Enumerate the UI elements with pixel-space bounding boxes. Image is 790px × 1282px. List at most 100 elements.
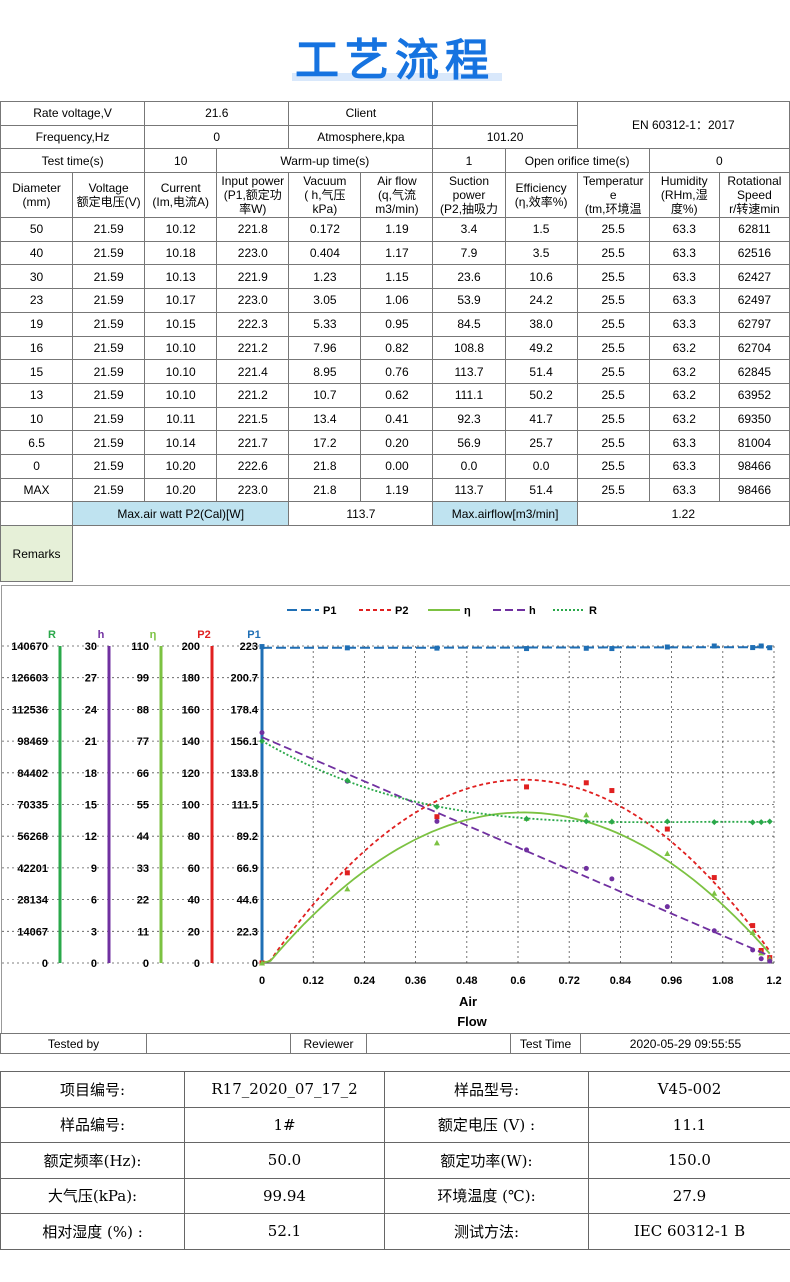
table-cell: 21.59 <box>72 311 146 337</box>
y-tick-label: 44 <box>137 831 150 843</box>
frequency-value: 0 <box>144 124 290 150</box>
y-tick-label: 6 <box>91 895 97 907</box>
summary-spacer <box>0 501 74 526</box>
table-cell: 1.23 <box>288 264 362 290</box>
table-cell: 21.59 <box>72 406 146 432</box>
y-tick-label: 44.6 <box>237 895 258 907</box>
data-point <box>711 875 717 881</box>
y-tick-label: 77 <box>137 736 149 748</box>
data-point <box>523 815 530 822</box>
data-point <box>524 646 530 652</box>
table-cell: 63.3 <box>648 264 720 290</box>
y-tick-label: 14067 <box>17 926 48 938</box>
table-cell: 25.7 <box>504 430 578 455</box>
table-cell: 223.0 <box>216 240 290 266</box>
info-label: 相对湿度 (%) : <box>0 1213 185 1250</box>
table-cell: 6.5 <box>0 430 74 455</box>
data-point <box>711 890 718 896</box>
y-tick-label: 22 <box>137 895 149 907</box>
table-cell: 0.172 <box>288 217 362 242</box>
table-cell: 0.404 <box>288 240 362 266</box>
x-tick-label: 1.08 <box>712 975 733 987</box>
table-cell: 53.9 <box>432 288 506 313</box>
data-point <box>711 928 717 934</box>
test-time-footer-label: Test Time <box>510 1033 581 1054</box>
y-tick-label: 0 <box>194 958 200 970</box>
data-point <box>583 645 589 651</box>
tested-by-value <box>146 1033 291 1054</box>
data-point <box>664 826 670 832</box>
y-tick-label: 89.2 <box>237 831 258 843</box>
data-point <box>259 730 265 736</box>
table-cell: 63.2 <box>648 382 720 408</box>
table-cell: 63.3 <box>648 240 720 266</box>
data-point <box>664 904 670 910</box>
info-value: 11.1 <box>588 1106 790 1143</box>
title-underline <box>292 73 502 81</box>
table-cell: 25.5 <box>576 406 650 432</box>
info-label: 环境温度 (℃): <box>384 1177 589 1214</box>
table-cell: 25.5 <box>576 240 650 266</box>
info-value: 50.0 <box>184 1142 385 1179</box>
table-cell: 21.59 <box>72 359 146 384</box>
table-row: 23 21.59 10.17 223.0 3.05 1.06 53.9 24.2 25.5 63.… <box>0 288 790 313</box>
table-cell: 221.2 <box>216 382 290 408</box>
table-cell: 51.4 <box>504 359 578 384</box>
table-cell: 63.2 <box>648 335 720 361</box>
table-cell: 3.05 <box>288 288 362 313</box>
table-cell: 221.9 <box>216 264 290 290</box>
column-header: Diameter (mm) <box>0 172 74 219</box>
trend-line-R <box>261 740 770 824</box>
info-value: 27.9 <box>588 1177 790 1214</box>
y-tick-label: 22.3 <box>237 926 258 938</box>
table-cell: 25.5 <box>576 264 650 290</box>
x-tick-label: 1.2 <box>766 975 781 987</box>
remarks-label: Remarks <box>0 525 74 582</box>
x-axis-label: Flow <box>457 1014 487 1029</box>
data-point <box>609 876 615 882</box>
table-cell: 63.3 <box>648 453 720 479</box>
data-point <box>434 818 440 824</box>
info-value: 99.94 <box>184 1177 385 1214</box>
x-tick-label: 0 <box>259 975 265 987</box>
y-axis-name: h <box>98 629 105 641</box>
table-cell: 21.8 <box>288 477 362 503</box>
table-cell: 49.2 <box>504 335 578 361</box>
table-cell: 0.00 <box>360 453 434 479</box>
test-time-value: 10 <box>144 148 218 174</box>
y-tick-label: 24 <box>85 704 98 716</box>
table-cell: 222.3 <box>216 311 290 337</box>
table-cell: 0.41 <box>360 406 434 432</box>
table-cell: 221.2 <box>216 335 290 361</box>
y-tick-label: 21 <box>85 736 97 748</box>
spec-table: Rate voltage,V 21.6 Client EN 60312-1：20… <box>0 100 790 582</box>
info-value: 1# <box>184 1106 385 1143</box>
table-row: MAX 21.59 10.20 223.0 21.8 1.19 113.7 51.4 25.5 6… <box>0 477 790 503</box>
table-cell: 62797 <box>718 311 790 337</box>
x-axis-label: Air <box>459 994 477 1009</box>
data-point <box>524 784 530 790</box>
reviewer-value <box>366 1033 511 1054</box>
table-row: 6.5 21.59 10.14 221.7 17.2 0.20 56.9 25.7 25.5 63… <box>0 430 790 455</box>
y-tick-label: 120 <box>182 768 200 780</box>
y-tick-label: 30 <box>85 641 97 653</box>
y-tick-label: 140 <box>182 736 200 748</box>
data-point <box>750 923 756 929</box>
table-cell: 10.6 <box>504 264 578 290</box>
data-point <box>259 960 265 966</box>
table-cell: 50.2 <box>504 382 578 408</box>
table-cell: 223.0 <box>216 288 290 313</box>
table-cell: 63.3 <box>648 288 720 313</box>
table-cell: 5.33 <box>288 311 362 337</box>
max-airflow-value: 1.22 <box>576 501 790 526</box>
table-cell: 63.3 <box>648 311 720 337</box>
info-row: 大气压(kPa): 99.94 环境温度 (℃): 27.9 <box>0 1177 790 1214</box>
y-tick-label: 55 <box>137 800 149 812</box>
table-cell: 98466 <box>718 477 790 503</box>
table-cell: 51.4 <box>504 477 578 503</box>
data-point <box>749 929 756 935</box>
column-header: Humidity (RHm,湿 度%) <box>648 172 720 219</box>
y-tick-label: 66.9 <box>237 863 258 875</box>
x-tick-label: 0.6 <box>510 975 525 987</box>
table-cell: 21.59 <box>72 430 146 455</box>
